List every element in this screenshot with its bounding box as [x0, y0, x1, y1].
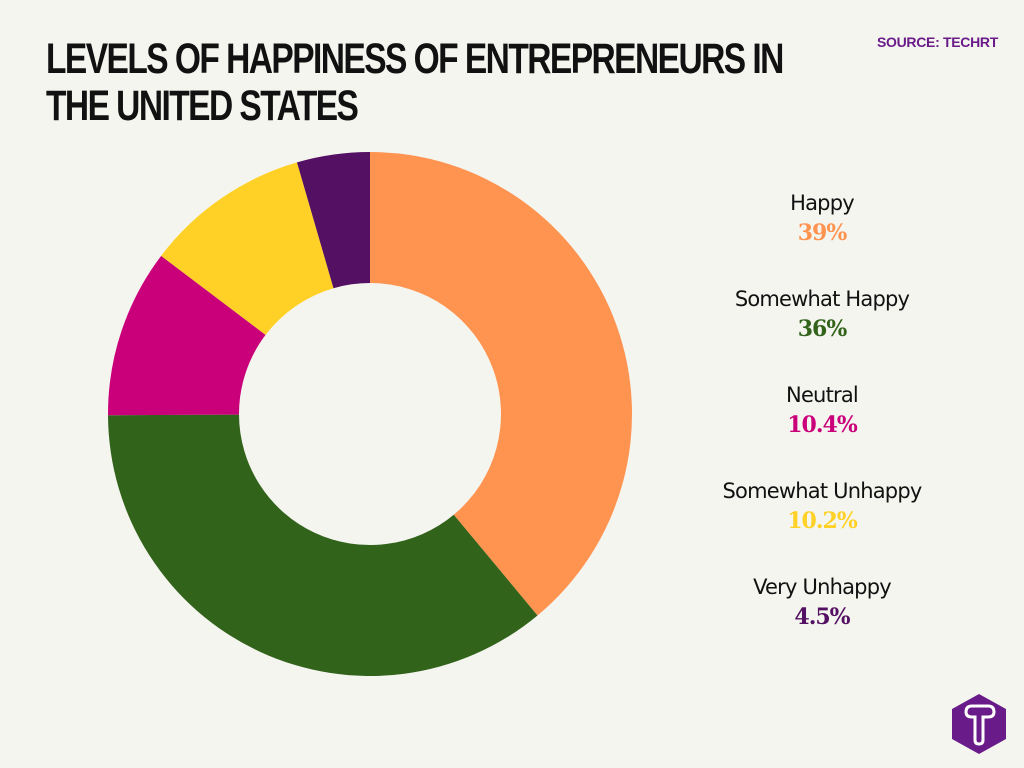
legend-item-happy: Happy 39% [700, 188, 944, 284]
legend-item-somewhat-happy: Somewhat Happy 36% [700, 284, 944, 380]
slice-somewhat-unhappy [161, 162, 334, 335]
chart-title: LEVELS OF HAPPINESS OF ENTREPRENEURS IN … [46, 35, 784, 130]
legend-value: 4.5% [794, 604, 850, 630]
slice-neutral [108, 255, 266, 416]
slice-somewhat-happy [108, 414, 538, 676]
legend-value: 10.4% [787, 412, 858, 438]
legend-label: Happy [790, 191, 855, 215]
legend: Happy 39% Somewhat Happy 36% Neutral 10.… [700, 188, 944, 668]
slice-very-unhappy [296, 152, 370, 289]
slice-happy [370, 152, 632, 616]
legend-item-somewhat-unhappy: Somewhat Unhappy 10.2% [700, 476, 944, 572]
legend-label: Very Unhappy [753, 575, 892, 599]
legend-item-neutral: Neutral 10.4% [700, 380, 944, 476]
legend-label: Neutral [786, 383, 859, 407]
legend-item-very-unhappy: Very Unhappy 4.5% [700, 572, 944, 668]
legend-label: Somewhat Happy [734, 287, 910, 311]
donut-slices [108, 152, 632, 676]
legend-value: 36% [797, 316, 848, 342]
legend-value: 10.2% [787, 508, 858, 534]
legend-value: 39% [797, 220, 848, 246]
techrt-logo-icon [952, 694, 1006, 754]
source-label: SOURCE: TECHRT [876, 34, 998, 50]
legend-label: Somewhat Unhappy [722, 479, 923, 503]
